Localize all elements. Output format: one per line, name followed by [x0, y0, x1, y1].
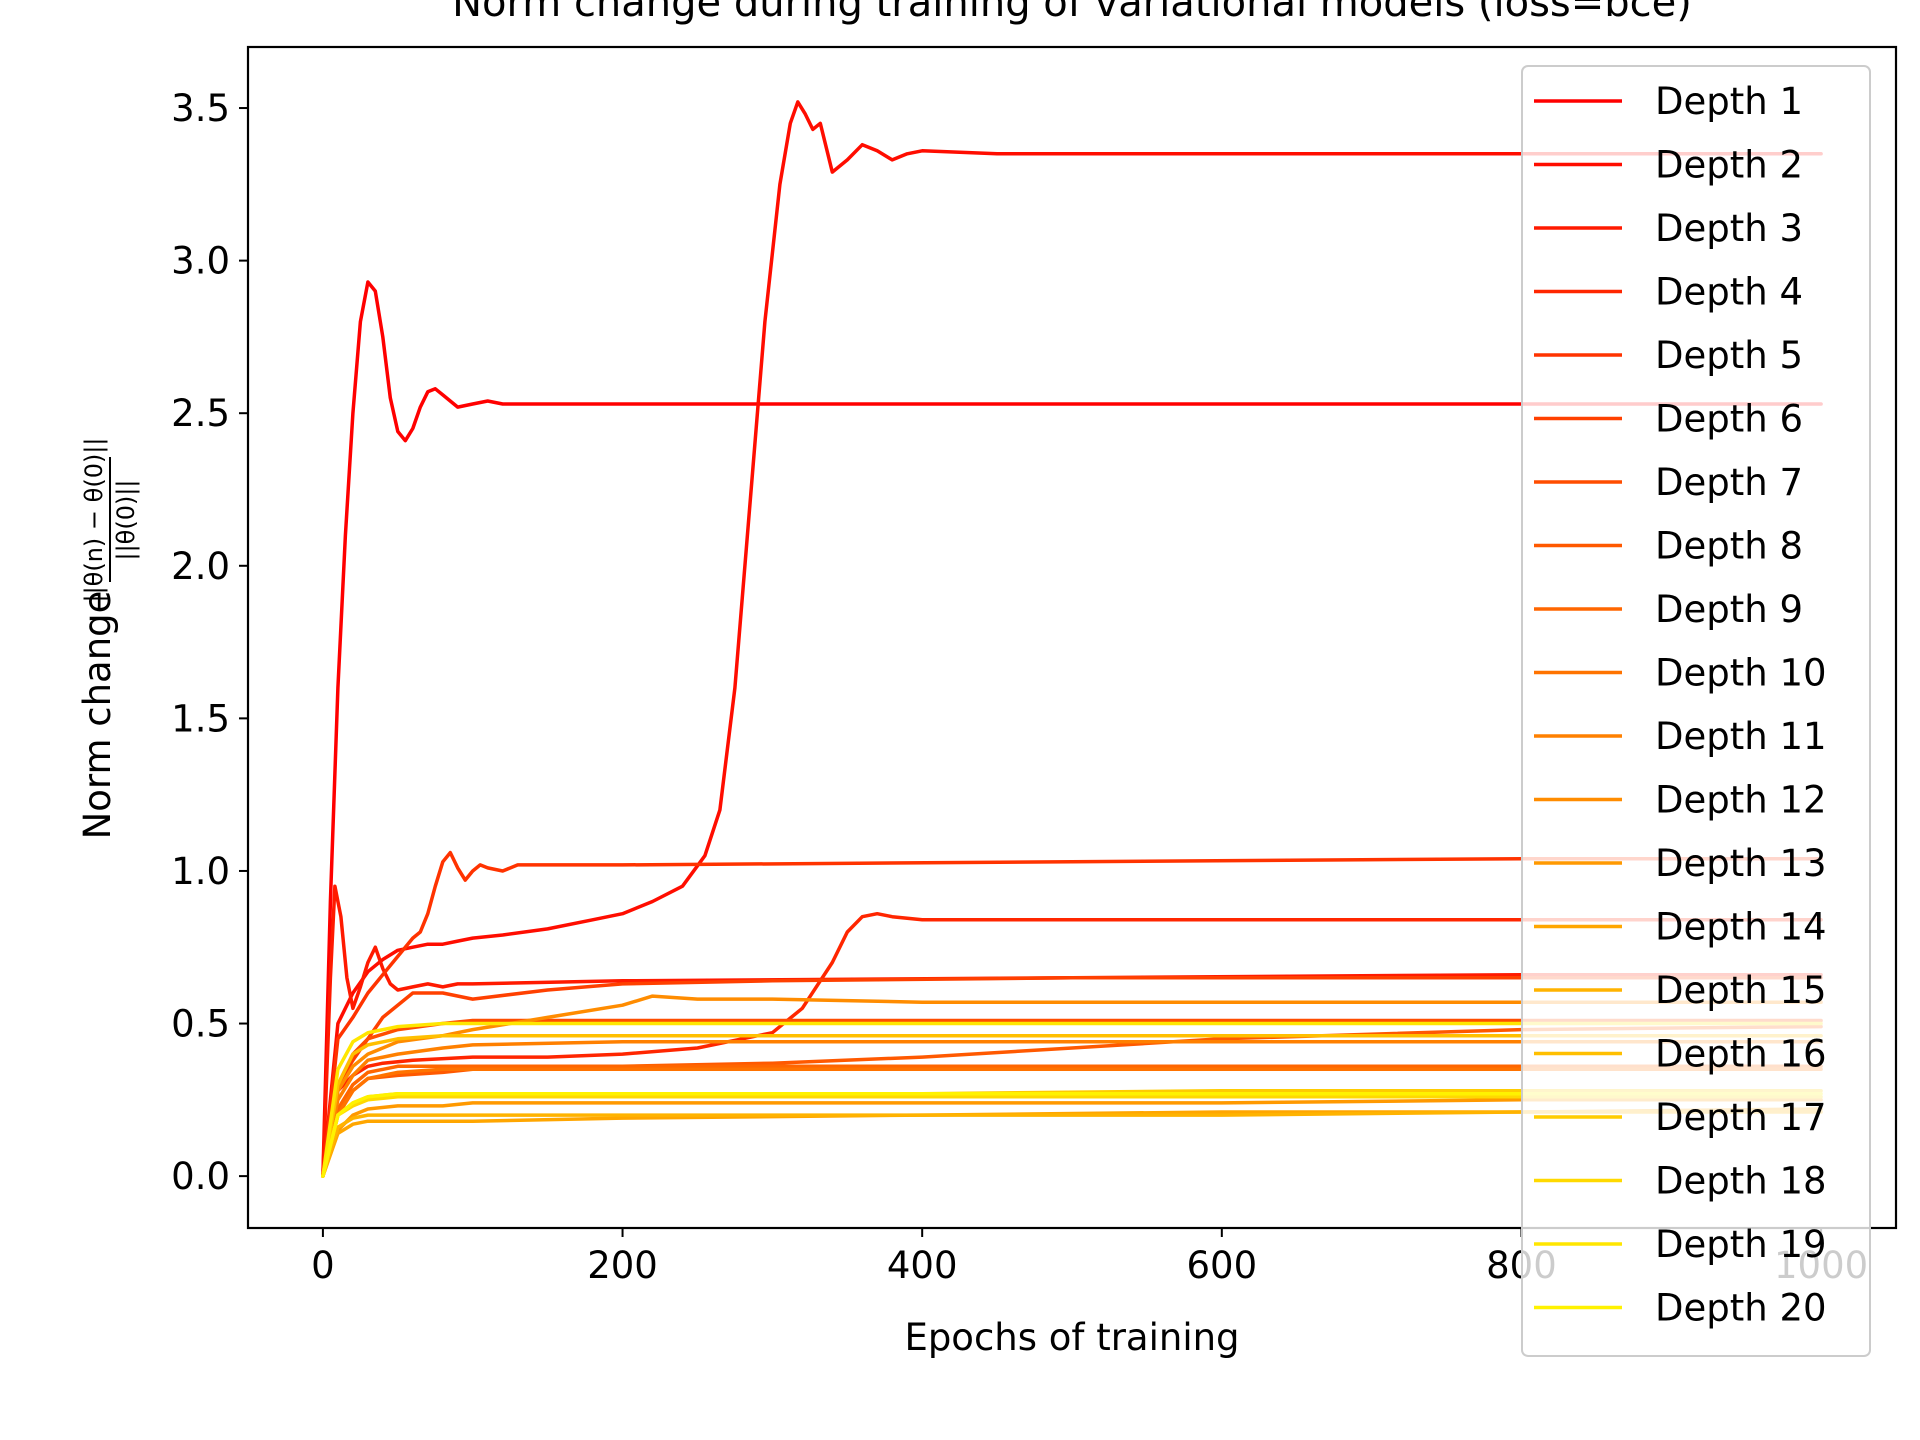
legend-item: Depth 19	[1534, 1223, 1827, 1266]
legend-box	[1521, 65, 1871, 1357]
series-line-depth-6	[321, 976, 1823, 1178]
series-line-depth-10	[321, 1067, 1823, 1178]
legend-label: Depth 9	[1655, 588, 1803, 631]
legend-item: Depth 15	[1534, 969, 1827, 1012]
x-axis-label: Epochs of training	[904, 1316, 1239, 1359]
series-line-depth-1	[321, 280, 1823, 1178]
y-axis-label-numerator: ||θ(n) − θ(0)||	[80, 437, 108, 602]
legend-item: Depth 4	[1534, 271, 1803, 314]
legend-item: Depth 10	[1534, 652, 1827, 695]
series-line-depth-9	[321, 1064, 1823, 1178]
y-tick-label: 1.5	[171, 697, 230, 740]
legend-item: Depth 5	[1534, 334, 1803, 377]
series-line-depth-18	[321, 1095, 1823, 1178]
series-line-depth-4	[321, 911, 1823, 1178]
chart-title: Norm change during training of variation…	[452, 0, 1692, 26]
legend: Depth 1 Depth 2 Depth 3 Depth 4 Depth 5 Depth…	[1521, 65, 1871, 1357]
legend-label: Depth 2	[1655, 144, 1803, 187]
y-tick-label: 2.5	[171, 392, 230, 435]
legend-label: Depth 12	[1655, 779, 1827, 822]
legend-label: Depth 5	[1655, 334, 1803, 377]
legend-item: Depth 7	[1534, 461, 1803, 504]
series-line-depth-20	[321, 1091, 1823, 1178]
x-tick-label: 200	[587, 1244, 658, 1287]
legend-item: Depth 11	[1534, 715, 1827, 758]
legend-item: Depth 14	[1534, 906, 1827, 949]
y-tick-label: 1.0	[171, 850, 230, 893]
legend-item: Depth 9	[1534, 588, 1803, 631]
series-line-depth-12	[321, 994, 1823, 1178]
series-line-depth-14	[321, 1107, 1823, 1178]
legend-item: Depth 20	[1534, 1287, 1827, 1330]
y-axis-label: Norm change	[76, 591, 119, 840]
series-line-depth-19	[321, 1021, 1823, 1178]
plot-area	[246, 45, 1898, 1230]
legend-label: Depth 13	[1655, 842, 1827, 885]
legend-item: Depth 3	[1534, 207, 1803, 250]
legend-item: Depth 12	[1534, 779, 1827, 822]
legend-label: Depth 14	[1655, 906, 1827, 949]
x-tick-label: 400	[887, 1244, 958, 1287]
legend-item: Depth 1	[1534, 80, 1803, 123]
legend-label: Depth 20	[1655, 1287, 1827, 1330]
legend-label: Depth 16	[1655, 1033, 1827, 1076]
series-line-depth-5	[321, 850, 1823, 1178]
series-layer	[321, 100, 1823, 1178]
legend-label: Depth 15	[1655, 969, 1827, 1012]
series-line-depth-16	[321, 1033, 1823, 1178]
plot-frame	[246, 45, 1898, 1230]
series-line-depth-2	[321, 100, 1823, 1178]
legend-label: Depth 7	[1655, 461, 1803, 504]
y-axis: 0.0 0.5 1.0 1.5 2.0 2.5 3.0 3.5	[171, 87, 248, 1198]
legend-label: Depth 18	[1655, 1160, 1827, 1203]
legend-item: Depth 18	[1534, 1160, 1827, 1203]
y-tick-label: 3.5	[171, 87, 230, 130]
y-axis-label-group: Norm change ||θ(n) − θ(0)|| ||θ(0)||	[76, 437, 140, 839]
y-tick-label: 0.5	[171, 1003, 230, 1046]
legend-item: Depth 17	[1534, 1096, 1827, 1139]
legend-label: Depth 4	[1655, 271, 1803, 314]
legend-item: Depth 13	[1534, 842, 1827, 885]
legend-label: Depth 11	[1655, 715, 1827, 758]
legend-label: Depth 10	[1655, 652, 1827, 695]
y-tick-label: 3.0	[171, 240, 230, 283]
legend-item: Depth 16	[1534, 1033, 1827, 1076]
legend-label: Depth 1	[1655, 80, 1803, 123]
x-tick-label: 600	[1187, 1244, 1258, 1287]
y-axis-label-denominator: ||θ(0)||	[112, 479, 140, 560]
legend-item: Depth 8	[1534, 525, 1803, 568]
x-tick-label: 0	[311, 1244, 335, 1287]
legend-label: Depth 3	[1655, 207, 1803, 250]
series-line-depth-3	[321, 884, 1823, 1178]
y-tick-label: 0.0	[171, 1155, 230, 1198]
legend-label: Depth 8	[1655, 525, 1803, 568]
legend-item: Depth 2	[1534, 144, 1803, 187]
legend-item: Depth 6	[1534, 398, 1803, 441]
legend-label: Depth 17	[1655, 1096, 1827, 1139]
y-tick-label: 2.0	[171, 545, 230, 588]
legend-label: Depth 19	[1655, 1223, 1827, 1266]
series-line-depth-15	[321, 1110, 1823, 1178]
series-line-depth-11	[321, 1040, 1823, 1178]
legend-label: Depth 6	[1655, 398, 1803, 441]
